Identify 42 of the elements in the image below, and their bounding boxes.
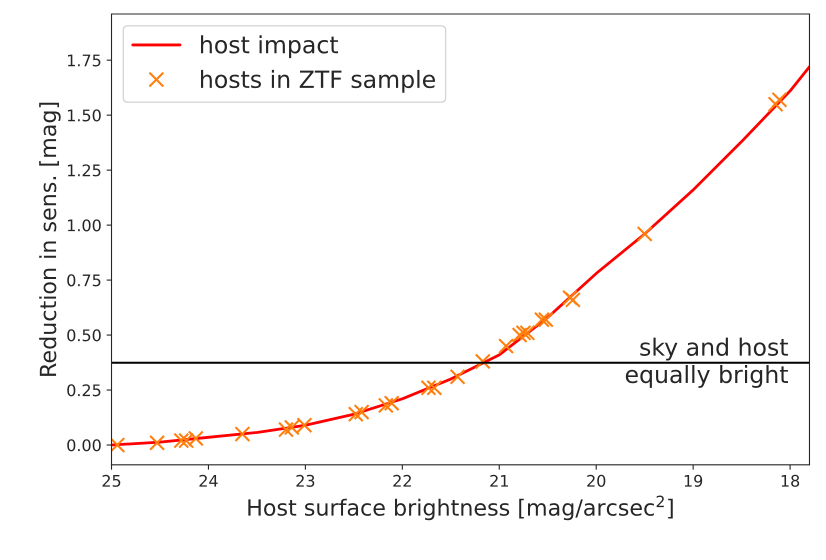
- point: [384, 395, 400, 412]
- y-tick-label: 1.50: [68, 109, 101, 122]
- y-tick-label: 1.75: [68, 54, 100, 66]
- y-tick-label: 1.00: [68, 219, 101, 232]
- point: [234, 426, 250, 442]
- ref-line-label: sky and host equally bright: [626, 338, 788, 388]
- x-tick-label: 24: [199, 474, 218, 487]
- x-tick-label: 22: [393, 474, 411, 487]
- x-axis-title: Host surface brightness [mag/arcsec$^{2}$]: [248, 496, 673, 520]
- legend-label: hosts in ZTF sample: [201, 70, 435, 93]
- point: [474, 353, 491, 370]
- point: [534, 312, 550, 328]
- x-tick-label: 23: [296, 474, 314, 487]
- y-axis-title: Reduction in sens. [mag]: [39, 102, 61, 376]
- y-tick-label: 0.75: [67, 274, 100, 286]
- point: [498, 338, 514, 354]
- y-tick-label: 0.25: [67, 384, 100, 396]
- point: [278, 422, 294, 438]
- x-tick-label: 20: [587, 474, 606, 487]
- point: [178, 432, 194, 449]
- legend-label: host impact: [201, 35, 338, 58]
- x-tick-label: 19: [684, 474, 702, 487]
- point: [516, 324, 532, 341]
- point: [348, 406, 364, 422]
- x-tick-label: 21: [490, 474, 508, 487]
- x-tick-label: 25: [102, 474, 120, 487]
- point: [636, 226, 653, 242]
- y-tick-label: 0.00: [67, 439, 101, 452]
- y-tick-label: 0.50: [67, 329, 101, 342]
- point: [512, 327, 528, 344]
- point: [768, 96, 784, 112]
- point: [519, 324, 536, 341]
- point: [426, 380, 442, 396]
- point: [354, 404, 370, 420]
- point: [771, 92, 788, 108]
- x-tick-label: 18: [782, 474, 800, 487]
- y-tick-label: 1.25: [68, 164, 100, 176]
- point: [378, 397, 394, 414]
- point: [450, 368, 466, 385]
- point: [149, 434, 166, 451]
- point: [538, 312, 554, 328]
- point: [420, 380, 436, 396]
